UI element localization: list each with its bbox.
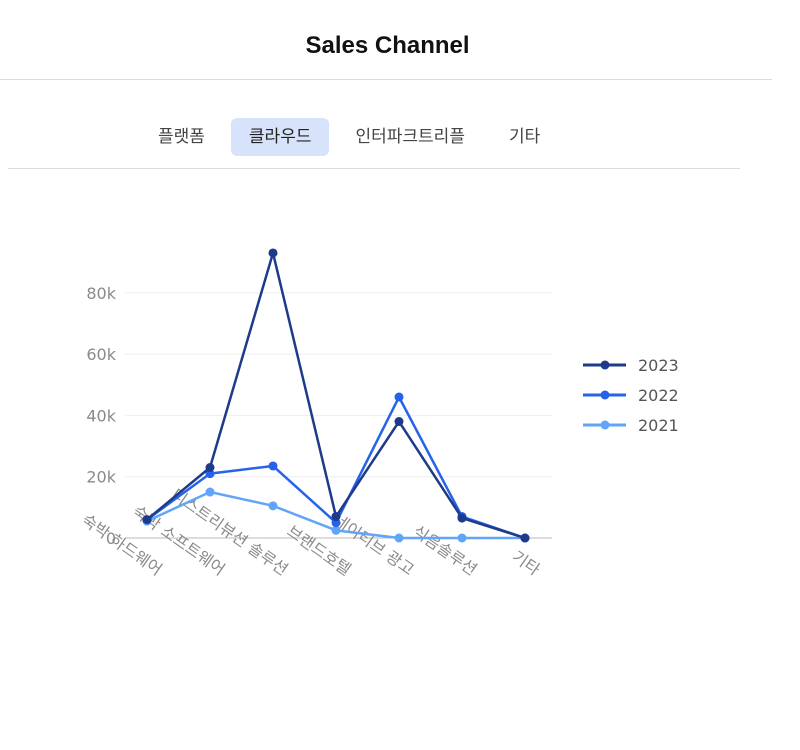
data-point-2023 <box>331 512 341 522</box>
tab-cloud[interactable]: 클라우드 <box>230 118 330 156</box>
channel-tabs: 플랫폼 클라우드 인터파크트리플 기타 <box>140 118 566 156</box>
y-tick-label: 80k <box>86 284 116 303</box>
legend-swatch-dot <box>600 360 610 370</box>
title-divider <box>0 79 772 80</box>
data-point-2021 <box>268 501 278 511</box>
data-point-2023 <box>142 515 152 525</box>
y-tick-label: 0 <box>106 529 116 548</box>
data-point-2023 <box>520 533 530 543</box>
legend-swatch-dot <box>600 390 610 400</box>
data-point-2023 <box>457 513 467 523</box>
tabs-divider <box>8 168 740 169</box>
tab-etc[interactable]: 기타 <box>508 127 541 147</box>
legend-swatch-dot <box>600 420 610 430</box>
data-point-2023 <box>205 463 215 473</box>
data-point-2021 <box>205 487 215 497</box>
x-tick-label: 디스트리뷰션 솔루션 <box>168 485 292 579</box>
data-point-2021 <box>394 533 404 543</box>
legend-label: 2023 <box>638 356 679 375</box>
data-point-2023 <box>268 248 278 258</box>
tab-platform[interactable]: 플랫폼 <box>158 127 205 147</box>
data-point-2021 <box>457 533 467 543</box>
y-tick-label: 40k <box>86 406 116 425</box>
x-tick-label: 식음솔루션 <box>409 521 480 579</box>
y-tick-label: 20k <box>86 468 116 487</box>
data-point-2022 <box>268 461 278 471</box>
y-tick-label: 60k <box>86 345 116 364</box>
data-point-2022 <box>394 392 404 402</box>
x-tick-label: 기타 <box>509 547 544 580</box>
tab-interpark-triple[interactable]: 인터파크트리플 <box>355 127 465 147</box>
data-point-2023 <box>394 417 404 427</box>
legend-label: 2021 <box>638 416 679 435</box>
legend-label: 2022 <box>638 386 679 405</box>
chart-title: Sales Channel <box>305 32 470 59</box>
data-point-2021 <box>331 525 341 535</box>
